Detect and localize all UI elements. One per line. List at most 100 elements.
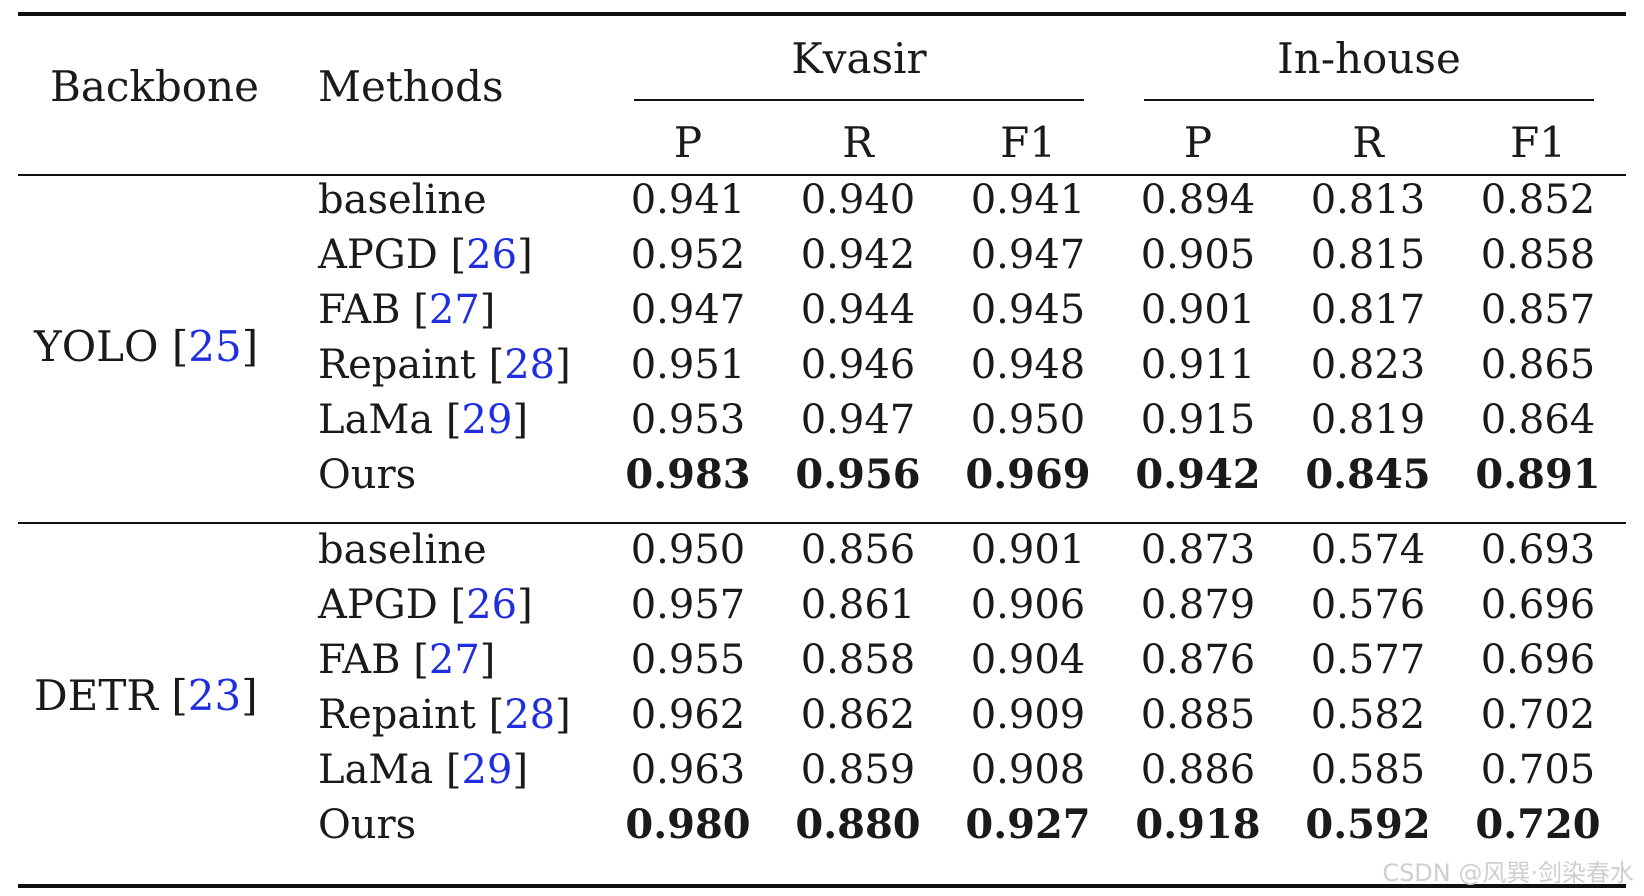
value-cell: 0.947 <box>970 232 1086 278</box>
value-cell: 0.696 <box>1480 582 1596 628</box>
citation-link[interactable]: 28 <box>504 342 556 388</box>
method-cell: Ours <box>318 455 416 495</box>
citation-link[interactable]: 23 <box>187 671 242 720</box>
value-cell: 0.901 <box>970 527 1086 573</box>
value-cell: 0.858 <box>1480 232 1596 278</box>
method-name: LaMa <box>318 397 434 443</box>
backbone-name: DETR <box>34 671 158 720</box>
backbone-name: YOLO <box>34 322 159 371</box>
backbone-label-yolo: YOLO [25] <box>34 326 258 368</box>
value-cell: 0.908 <box>970 747 1086 793</box>
method-cell: Repaint [28] <box>318 695 571 735</box>
inhouse-cmidrule <box>1144 99 1594 101</box>
value-cell: 0.953 <box>630 397 746 443</box>
value-cell: 0.945 <box>970 287 1086 333</box>
citation-link[interactable]: 29 <box>461 747 513 793</box>
value-cell: 0.862 <box>800 692 916 738</box>
value-cell: 0.582 <box>1310 692 1426 738</box>
method-citation: [27] <box>400 287 496 333</box>
metric-header-kvasir-r: R <box>842 118 874 167</box>
value-cell: 0.823 <box>1310 342 1426 388</box>
value-cell: 0.905 <box>1140 232 1256 278</box>
value-cell: 0.951 <box>630 342 746 388</box>
citation-link[interactable]: 27 <box>428 287 480 333</box>
value-cell: 0.942 <box>1135 451 1261 498</box>
method-name: Ours <box>318 452 417 498</box>
method-cell: APGD [26] <box>318 235 533 275</box>
value-cell: 0.865 <box>1480 342 1596 388</box>
citation-link[interactable]: 26 <box>466 582 518 628</box>
value-cell: 0.859 <box>800 747 916 793</box>
citation-link[interactable]: 25 <box>188 322 242 371</box>
value-cell: 0.980 <box>625 801 751 848</box>
method-cell: FAB [27] <box>318 290 495 330</box>
value-cell: 0.720 <box>1475 801 1601 848</box>
value-cell: 0.963 <box>630 747 746 793</box>
value-cell: 0.876 <box>1140 637 1256 683</box>
metric-header-inhouse-r: R <box>1352 118 1384 167</box>
value-cell: 0.969 <box>965 451 1091 498</box>
value-cell: 0.696 <box>1480 637 1596 683</box>
method-name: APGD <box>318 232 438 278</box>
value-cell: 0.879 <box>1140 582 1256 628</box>
value-cell: 0.585 <box>1310 747 1426 793</box>
citation-link[interactable]: 29 <box>461 397 513 443</box>
method-citation: [29] <box>433 397 529 443</box>
value-cell: 0.941 <box>630 177 746 223</box>
value-cell: 0.942 <box>800 232 916 278</box>
watermark: CSDN @风巽·剑染春水 <box>1382 859 1634 887</box>
method-cell: LaMa [29] <box>318 750 528 790</box>
value-cell: 0.952 <box>630 232 746 278</box>
value-cell: 0.856 <box>800 527 916 573</box>
value-cell: 0.885 <box>1140 692 1256 738</box>
value-cell: 0.957 <box>630 582 746 628</box>
backbone-citation: [23] <box>171 671 258 720</box>
value-cell: 0.904 <box>970 637 1086 683</box>
value-cell: 0.886 <box>1140 747 1256 793</box>
value-cell: 0.944 <box>800 287 916 333</box>
method-name: baseline <box>318 527 487 573</box>
backbone-citation: [25] <box>171 322 259 371</box>
block-separator-rule <box>18 522 1626 524</box>
value-cell: 0.852 <box>1480 177 1596 223</box>
citation-link[interactable]: 26 <box>466 232 518 278</box>
citation-link[interactable]: 28 <box>504 692 556 738</box>
value-cell: 0.950 <box>970 397 1086 443</box>
method-citation: [29] <box>433 747 529 793</box>
value-cell: 0.845 <box>1305 451 1431 498</box>
value-cell: 0.947 <box>800 397 916 443</box>
value-cell: 0.894 <box>1140 177 1256 223</box>
method-citation: [26] <box>437 232 533 278</box>
value-cell: 0.891 <box>1475 451 1601 498</box>
value-cell: 0.576 <box>1310 582 1426 628</box>
method-cell: Ours <box>318 805 416 845</box>
col-header-methods: Methods <box>318 62 504 111</box>
method-citation: [28] <box>475 342 571 388</box>
method-name: baseline <box>318 177 487 223</box>
value-cell: 0.948 <box>970 342 1086 388</box>
method-cell: APGD [26] <box>318 585 533 625</box>
method-citation: [27] <box>400 637 496 683</box>
method-name: Ours <box>318 802 417 848</box>
method-name: Repaint <box>318 342 476 388</box>
backbone-label-detr: DETR [23] <box>34 675 258 717</box>
value-cell: 0.947 <box>630 287 746 333</box>
value-cell: 0.918 <box>1135 801 1261 848</box>
value-cell: 0.574 <box>1310 527 1426 573</box>
value-cell: 0.873 <box>1140 527 1256 573</box>
metric-header-kvasir-p: P <box>673 118 703 167</box>
method-name: FAB <box>318 637 401 683</box>
value-cell: 0.858 <box>800 637 916 683</box>
value-cell: 0.983 <box>625 451 751 498</box>
group-header-kvasir: Kvasir <box>791 34 927 83</box>
value-cell: 0.911 <box>1140 342 1256 388</box>
method-name: Repaint <box>318 692 476 738</box>
citation-link[interactable]: 27 <box>428 637 480 683</box>
metric-header-inhouse-p: P <box>1183 118 1213 167</box>
top-rule <box>18 12 1626 16</box>
value-cell: 0.906 <box>970 582 1086 628</box>
value-cell: 0.702 <box>1480 692 1596 738</box>
method-cell: baseline <box>318 530 487 570</box>
value-cell: 0.857 <box>1480 287 1596 333</box>
method-citation: [28] <box>475 692 571 738</box>
